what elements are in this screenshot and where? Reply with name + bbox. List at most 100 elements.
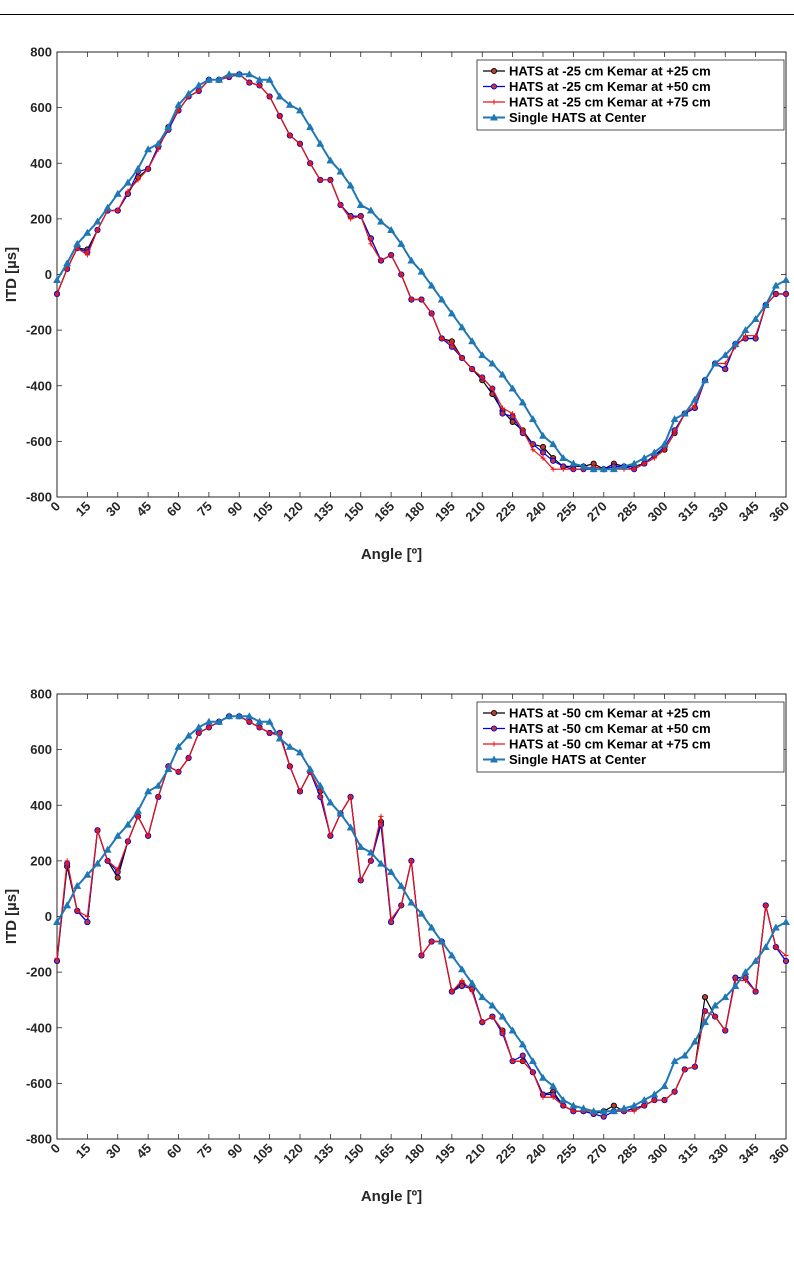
data-point xyxy=(115,208,121,214)
data-point xyxy=(701,994,709,1001)
data-point xyxy=(670,1057,679,1065)
data-point xyxy=(265,717,274,725)
data-point xyxy=(336,809,345,817)
data-point xyxy=(468,979,477,987)
data-point xyxy=(245,712,254,720)
data-point xyxy=(306,122,315,131)
data-point xyxy=(297,141,303,147)
data-point xyxy=(326,156,335,164)
data-point xyxy=(358,213,364,219)
data-point xyxy=(275,92,284,100)
legend-label: HATS at -50 cm Kemar at +75 cm xyxy=(509,737,711,752)
x-tick-label: 315 xyxy=(675,499,701,525)
data-point xyxy=(366,206,375,214)
x-tick-label: 300 xyxy=(645,1141,671,1167)
y-tick-label: -800 xyxy=(26,1132,52,1147)
data-point xyxy=(520,427,526,433)
x-tick-label: 345 xyxy=(736,1141,762,1167)
data-point xyxy=(275,734,284,742)
data-point xyxy=(518,398,527,406)
data-point xyxy=(741,326,750,334)
series-single-hats-at-center xyxy=(52,70,791,473)
data-point xyxy=(164,122,173,131)
x-tick-label: 240 xyxy=(523,1141,549,1167)
data-point xyxy=(743,333,748,339)
data-point xyxy=(549,440,558,448)
x-tick-label: 120 xyxy=(280,1141,306,1167)
data-point xyxy=(437,295,446,303)
data-point xyxy=(599,465,608,473)
data-point xyxy=(52,275,62,284)
data-point xyxy=(569,459,578,467)
data-point xyxy=(54,955,60,961)
data-point xyxy=(154,139,163,147)
data-point xyxy=(530,1069,536,1075)
legend-marker xyxy=(490,725,498,732)
x-tick-label: 135 xyxy=(311,1141,337,1167)
y-tick-label: 600 xyxy=(30,100,52,115)
y-axis-label: ITD [µs] xyxy=(3,889,20,944)
data-point xyxy=(186,755,192,761)
data-point xyxy=(783,291,789,297)
data-point xyxy=(427,281,436,289)
legend-marker xyxy=(491,741,497,747)
data-point xyxy=(135,177,141,183)
data-point xyxy=(115,866,121,872)
x-tick-label: 330 xyxy=(705,499,731,525)
data-point xyxy=(257,724,262,730)
data-point xyxy=(469,366,475,372)
y-tick-label: -400 xyxy=(26,1020,52,1035)
data-point xyxy=(690,1037,699,1045)
data-point xyxy=(702,1008,708,1014)
x-tick-label: 240 xyxy=(523,499,549,525)
data-point xyxy=(376,859,386,867)
data-point xyxy=(479,1019,485,1025)
data-point xyxy=(773,944,779,950)
data-point xyxy=(164,764,173,773)
data-point xyxy=(631,466,637,472)
x-tick-label: 285 xyxy=(614,1141,640,1167)
x-tick-label: 330 xyxy=(705,1141,731,1167)
legend-label: Single HATS at Center xyxy=(509,110,646,125)
x-tick-label: 75 xyxy=(194,1141,215,1162)
legend-label: HATS at -50 cm Kemar at +25 cm xyxy=(509,706,711,721)
data-point xyxy=(630,459,639,467)
legend-marker xyxy=(490,67,498,75)
data-point xyxy=(135,813,141,819)
data-point xyxy=(123,178,132,186)
y-tick-label: -600 xyxy=(26,1076,52,1091)
x-tick-label: 180 xyxy=(402,499,428,525)
data-point xyxy=(721,351,730,359)
y-tick-label: 200 xyxy=(30,211,52,226)
data-point xyxy=(417,909,426,917)
data-point xyxy=(154,781,163,789)
data-point xyxy=(722,361,728,366)
data-point xyxy=(408,297,414,303)
data-point xyxy=(64,266,70,272)
data-point xyxy=(609,1107,618,1115)
data-point xyxy=(84,914,90,919)
data-point xyxy=(538,1073,548,1081)
x-tick-label: 360 xyxy=(766,1141,792,1167)
legend-box xyxy=(476,701,785,773)
data-point xyxy=(500,405,505,411)
data-point xyxy=(773,291,779,297)
data-point xyxy=(83,870,92,878)
data-point xyxy=(498,1012,507,1020)
x-tick-label: 225 xyxy=(493,499,519,525)
data-point xyxy=(751,314,760,322)
data-point xyxy=(419,297,424,303)
data-point xyxy=(550,466,556,472)
data-point xyxy=(763,902,769,908)
data-point xyxy=(235,712,244,720)
data-point xyxy=(316,139,325,147)
data-point xyxy=(711,359,720,367)
x-tick-label: 105 xyxy=(250,499,276,525)
x-tick-label: 45 xyxy=(133,1141,154,1162)
data-point xyxy=(670,415,679,423)
data-point xyxy=(125,838,131,844)
data-point xyxy=(510,1058,516,1064)
data-point xyxy=(589,1107,598,1115)
data-point xyxy=(530,447,536,453)
data-point xyxy=(114,874,121,881)
